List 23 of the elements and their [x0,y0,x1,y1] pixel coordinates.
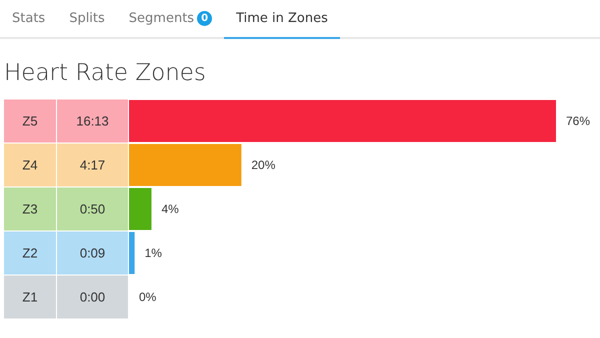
y-tick-label: Z2 [22,246,38,260]
bar [129,232,135,274]
text: Stats [11,10,46,28]
text: 4:17 [80,158,106,172]
bar [129,188,152,230]
data-label: 4% [161,202,180,216]
text: Segments [128,11,194,26]
y-tick-label: Z3 [22,202,38,216]
text: 0:09 [80,246,106,260]
y-tick-label: Z5 [22,114,38,128]
text: 0 [197,11,212,26]
data-label: 20% [251,158,276,172]
y-tick-label: Z1 [22,290,38,304]
text: Time in Zones [224,0,340,39]
text: Splits [68,10,106,28]
data-label: 76% [566,114,590,128]
text: 16:13 [76,114,109,128]
text: 0:50 [80,202,106,216]
text: 0:00 [80,290,106,304]
data-label: 1% [144,246,162,260]
y-tick-label: Z4 [22,158,38,172]
data-label: 0% [139,290,157,304]
chart-title: Heart Rate Zones [4,60,206,86]
